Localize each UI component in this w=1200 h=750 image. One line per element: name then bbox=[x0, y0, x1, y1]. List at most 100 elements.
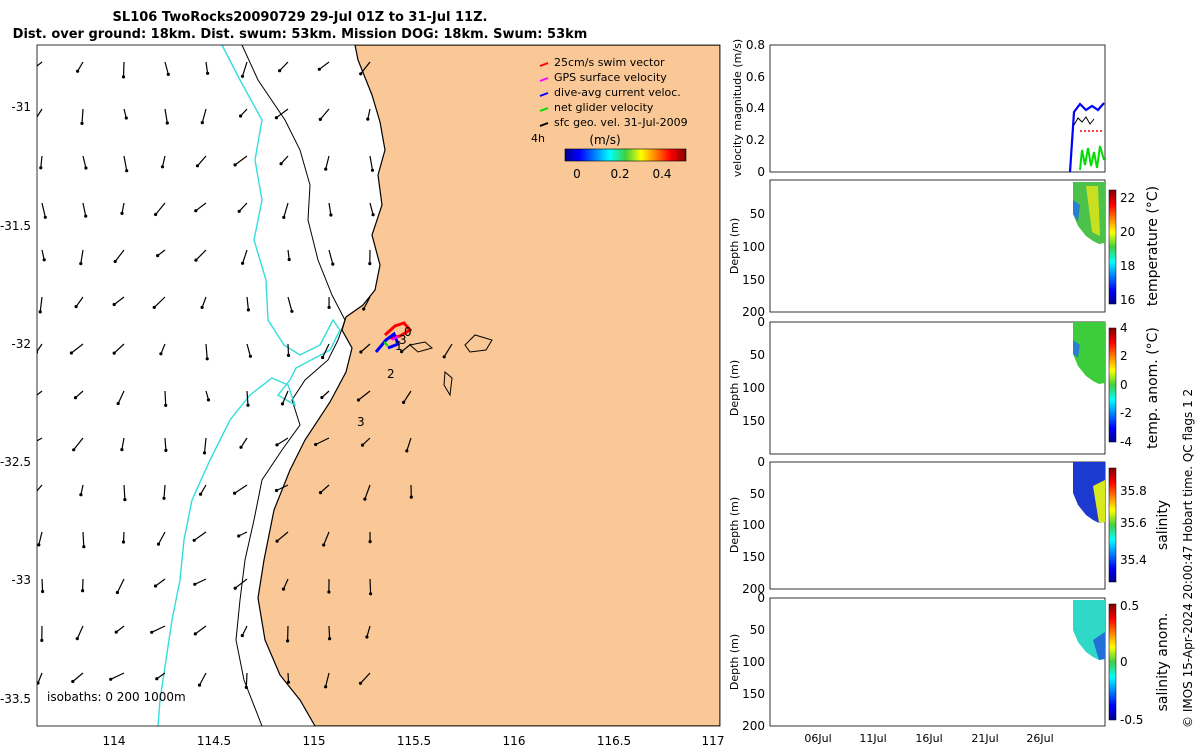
quiver-arrow-106 bbox=[116, 578, 125, 593]
quiver-arrow-35 bbox=[369, 202, 374, 215]
quiver-arrowhead bbox=[37, 681, 40, 685]
sal-y-tick-0: 0 bbox=[757, 455, 765, 469]
quiver-arrow-67 bbox=[117, 390, 125, 404]
quiver-arrowhead bbox=[365, 635, 369, 639]
quiver-arrowhead bbox=[124, 116, 128, 120]
quiver-arrow-2 bbox=[122, 61, 125, 77]
quiver-arrowhead bbox=[286, 353, 291, 357]
quiver-arrowhead bbox=[82, 545, 86, 549]
isobath-200m bbox=[235, 45, 346, 726]
ta-y-tick-0: 0 bbox=[757, 315, 765, 329]
quiver-arrow-8 bbox=[360, 61, 371, 75]
quiver-arrow-108 bbox=[194, 578, 207, 585]
quiver-arrowhead bbox=[200, 121, 204, 125]
quiver-arrow-32 bbox=[238, 202, 248, 212]
quiver-arrowhead bbox=[40, 638, 44, 643]
map-x-tick-labels: 114 114.5 115 115.5 116 116.5 117 bbox=[103, 734, 725, 748]
isobath-1000m bbox=[157, 45, 341, 726]
ta-y-tick-100: 100 bbox=[742, 381, 765, 395]
quiver-arrowhead bbox=[160, 165, 165, 169]
quiver-arrow-19 bbox=[82, 155, 87, 169]
quiver-arrow-57 bbox=[160, 343, 166, 355]
gps-surface-vector bbox=[391, 335, 399, 341]
salinity-axes bbox=[769, 461, 1106, 590]
quiver-arrowhead bbox=[195, 164, 200, 168]
credit-text: © IMOS 15-Apr-2024 20:00:47 Hobart time.… bbox=[1181, 388, 1195, 728]
temperature-axes bbox=[769, 179, 1106, 313]
quiver-arrowhead bbox=[166, 72, 170, 76]
quiver-arrow-98 bbox=[157, 531, 166, 545]
quiver-arrowhead bbox=[314, 442, 318, 447]
quiver-arrowhead bbox=[317, 67, 321, 71]
quiver-arrow-24 bbox=[280, 155, 289, 165]
quiver-arrow-95 bbox=[38, 531, 43, 546]
map-x-tick-1: 114.5 bbox=[197, 734, 231, 748]
quiver-arrowhead bbox=[156, 254, 160, 258]
sa-y-tick-50: 50 bbox=[750, 623, 765, 637]
quiver-arrow-81 bbox=[276, 437, 289, 446]
quiver-arrow-73 bbox=[358, 390, 371, 401]
temperature-warm-streak bbox=[1086, 186, 1100, 236]
quiver-arrow-41 bbox=[242, 249, 248, 264]
temperature-cool-edge bbox=[1073, 200, 1080, 222]
quiver-arrowhead bbox=[199, 492, 203, 496]
quiver-arrowhead bbox=[76, 69, 80, 73]
quiver-arrow-89 bbox=[200, 484, 207, 495]
quiver-arrow-17 bbox=[367, 108, 371, 120]
sa-cbar-tick-05: 0.5 bbox=[1120, 599, 1139, 613]
quiver-arrowhead bbox=[279, 162, 283, 166]
map-y-tick-labels: -31 -31.5 -32 -32.5 -33 -33.5 bbox=[0, 100, 31, 706]
quiver-arrowhead bbox=[123, 498, 127, 502]
quiver-arrow-104 bbox=[41, 578, 44, 592]
quiver-arrowhead bbox=[327, 590, 331, 594]
quiver-arrow-33 bbox=[283, 202, 289, 218]
quiver-arrow-101 bbox=[276, 531, 289, 542]
vel-y-tick-0: 0 bbox=[757, 165, 765, 179]
quiver-arrowhead bbox=[246, 308, 250, 312]
dive-avg-current-track bbox=[374, 331, 400, 353]
salinity-anomaly-colorbar bbox=[1108, 603, 1117, 721]
quiver-arrow-77 bbox=[121, 437, 125, 450]
quiver-arrowhead bbox=[71, 679, 75, 684]
quiver-arrowhead bbox=[69, 351, 73, 355]
legend-swatch-4 bbox=[539, 122, 549, 127]
quiver-arrow-43 bbox=[328, 249, 334, 265]
quiver-arrowhead bbox=[318, 117, 322, 121]
quiver-arrowhead bbox=[327, 305, 331, 309]
salinity-panel: 0 50 100 150 200 Depth (m) 35.4 35.6 35.… bbox=[728, 455, 1171, 596]
quiver-arrow-38 bbox=[114, 249, 125, 262]
quiver-arrow-51 bbox=[287, 296, 293, 312]
temp-anomaly-data-patch bbox=[1073, 322, 1105, 384]
sal-y-tick-150: 150 bbox=[742, 550, 765, 564]
time-x-tick-3: 21Jul bbox=[971, 732, 998, 745]
sal-y-tick-200: 200 bbox=[742, 582, 765, 596]
quiver-arrow-56 bbox=[113, 343, 125, 354]
map-x-tick-5: 116.5 bbox=[597, 734, 631, 748]
quiver-arrow-129 bbox=[325, 672, 330, 687]
quiver-arrow-70 bbox=[246, 390, 249, 406]
estuary-inlet bbox=[464, 334, 493, 353]
map-colorbar-tick-1: 0.2 bbox=[610, 167, 629, 181]
sa-y-tick-100: 100 bbox=[742, 655, 765, 669]
quiver-arrow-23 bbox=[234, 155, 248, 166]
quiver-arrowhead bbox=[42, 258, 46, 262]
quiver-arrowhead bbox=[368, 262, 372, 266]
sa-ylabel: Depth (m) bbox=[728, 634, 741, 690]
quiver-arrowhead bbox=[39, 166, 43, 170]
track-label-1: 1 bbox=[395, 339, 403, 353]
quiver-arrow-49 bbox=[201, 296, 207, 308]
map-y-tick-5: -33.5 bbox=[0, 692, 31, 706]
sal-ylabel: Depth (m) bbox=[728, 497, 741, 553]
sa-colorbar-label: salinity anom. bbox=[1155, 613, 1171, 712]
figure-title-line1: SL106 TwoRocks20090729 29-Jul 01Z to 31-… bbox=[112, 10, 488, 25]
sa-cbar-tick-m05: -0.5 bbox=[1120, 713, 1143, 727]
quiver-arrowhead bbox=[233, 491, 237, 495]
current-vector-field bbox=[37, 61, 453, 690]
legend-swatch-2 bbox=[539, 92, 549, 97]
quiver-arrowhead bbox=[356, 398, 361, 402]
quiver-arrowhead bbox=[194, 258, 198, 262]
map-x-tick-0: 114 bbox=[103, 734, 126, 748]
quiver-arrowhead bbox=[84, 166, 88, 170]
quiver-arrowhead bbox=[81, 589, 85, 593]
